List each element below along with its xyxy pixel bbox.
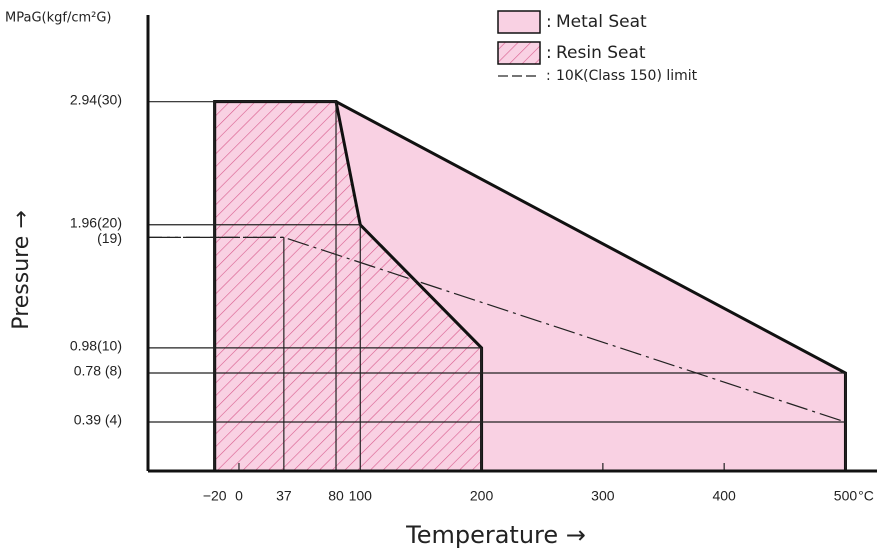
y-unit-label: MPaG(kgf/cm²G) (5, 11, 112, 26)
y-tick-label: 0.98(10) (70, 338, 122, 354)
y-axis-label: Pressure → (9, 210, 34, 329)
legend-label: 10K(Class 150) limit (556, 68, 698, 84)
legend-separator: : (546, 43, 552, 63)
y-tick-label: (19) (97, 230, 122, 246)
x-tick-label: 200 (470, 488, 494, 504)
legend-separator: : (546, 12, 552, 32)
x-tick-label: 300 (591, 488, 615, 504)
y-tick-label: 0.78 (8) (74, 363, 122, 379)
x-unit-label: °C (858, 488, 874, 504)
x-tick-label: −20 (203, 488, 227, 504)
legend-swatch (497, 10, 541, 34)
y-tick-label: 1.96(20) (70, 214, 122, 230)
legend-separator: : (546, 68, 551, 84)
limit-line (148, 236, 846, 423)
x-tick-label: 80 (328, 488, 344, 504)
x-tick-label: 37 (276, 488, 292, 504)
legend-label: Metal Seat (556, 12, 647, 32)
x-tick-label: 100 (349, 488, 373, 504)
legend-swatch (497, 41, 541, 65)
x-axis-label: Temperature → (405, 521, 586, 549)
y-tick-label: 0.39 (4) (74, 412, 122, 428)
x-tick-label: 500 (834, 488, 858, 504)
x-tick-label: 0 (235, 488, 243, 504)
legend-label: Resin Seat (556, 43, 646, 63)
x-tick-label: 400 (712, 488, 736, 504)
y-tick-label: 2.94(30) (70, 91, 122, 107)
